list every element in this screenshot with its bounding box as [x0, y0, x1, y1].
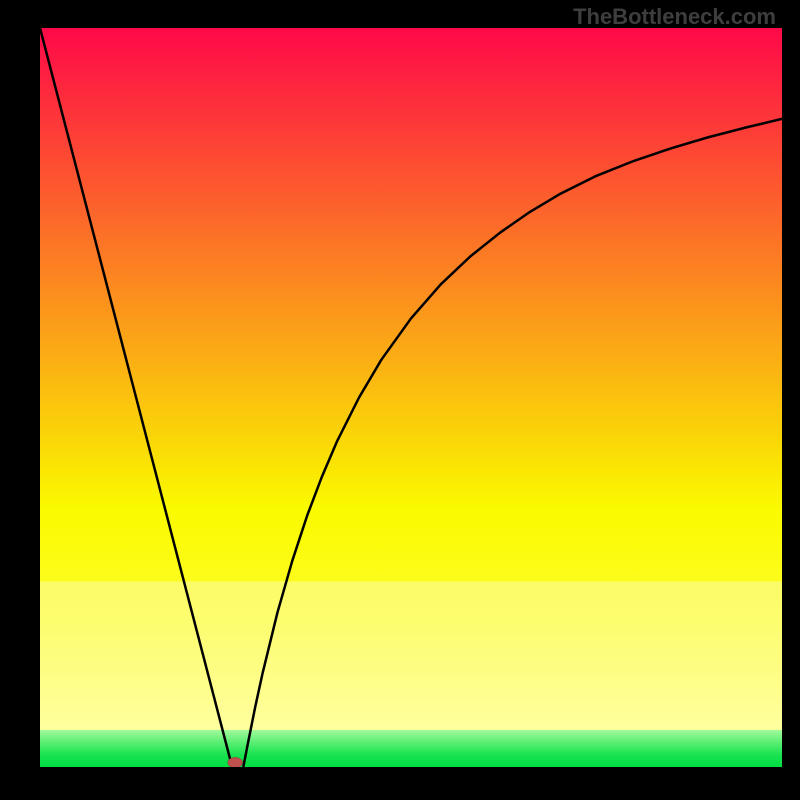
- frame-right-border: [782, 0, 800, 800]
- frame-left-border: [0, 0, 40, 800]
- chart-background: [40, 28, 782, 767]
- frame-top-border: [0, 0, 800, 28]
- optimum-marker: [228, 757, 243, 767]
- chart-container: TheBottleneck.com: [0, 0, 800, 800]
- frame-bottom-border: [0, 767, 800, 800]
- bottleneck-chart: [40, 28, 782, 767]
